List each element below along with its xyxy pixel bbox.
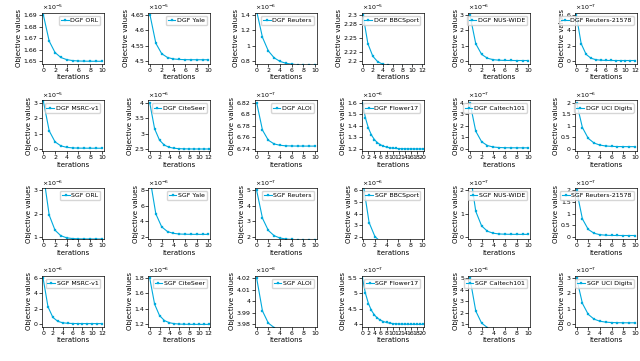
X-axis label: Iterations: Iterations [376,249,409,256]
Y-axis label: Objective values: Objective values [229,272,236,330]
Text: $\times10^{-7}$: $\times10^{-7}$ [575,266,596,275]
Text: $\times10^{-6}$: $\times10^{-6}$ [362,91,383,100]
X-axis label: Iterations: Iterations [269,249,303,256]
X-axis label: Iterations: Iterations [483,162,516,168]
Text: $\times10^{-6}$: $\times10^{-6}$ [362,178,383,187]
X-axis label: Iterations: Iterations [589,74,623,80]
Y-axis label: Objective values: Objective values [554,184,559,243]
X-axis label: Iterations: Iterations [269,74,303,80]
X-axis label: Iterations: Iterations [163,74,196,80]
Y-axis label: Objective values: Objective values [340,272,346,330]
Legend: DGF ALOI: DGF ALOI [271,104,314,113]
X-axis label: Iterations: Iterations [56,74,89,80]
Legend: DGF MSRC-v1: DGF MSRC-v1 [45,104,100,113]
Legend: SGF MSRC-v1: SGF MSRC-v1 [45,279,100,288]
Text: $\times10^{-7}$: $\times10^{-7}$ [468,91,490,100]
Text: $\times10^{-8}$: $\times10^{-8}$ [255,266,276,275]
Text: $\times10^{-6}$: $\times10^{-6}$ [42,266,63,275]
Y-axis label: Objective values: Objective values [239,184,245,243]
Text: $\times10^{-7}$: $\times10^{-7}$ [255,178,276,187]
X-axis label: Iterations: Iterations [163,249,196,256]
X-axis label: Iterations: Iterations [483,74,516,80]
X-axis label: Iterations: Iterations [483,249,516,256]
Text: $\times10^{-7}$: $\times10^{-7}$ [255,91,276,100]
Legend: SGF ORL: SGF ORL [60,191,100,200]
Text: $\times10^{-7}$: $\times10^{-7}$ [468,178,490,187]
Legend: DGF Caltech101: DGF Caltech101 [463,104,527,113]
Y-axis label: Objective values: Objective values [132,184,139,243]
Y-axis label: Objective values: Objective values [26,97,32,155]
Legend: DGF ORL: DGF ORL [60,16,100,25]
Text: $\times10^{-6}$: $\times10^{-6}$ [575,91,596,100]
Legend: DGF CiteSeer: DGF CiteSeer [152,104,207,113]
X-axis label: Iterations: Iterations [376,162,409,168]
Legend: SGF UCI Digits: SGF UCI Digits [575,279,634,288]
Text: $\times10^{-5}$: $\times10^{-5}$ [148,3,170,12]
Legend: SGF NUS-WIDE: SGF NUS-WIDE [468,191,527,200]
X-axis label: Iterations: Iterations [376,74,409,80]
Y-axis label: Objective values: Objective values [234,9,239,67]
Y-axis label: Objective values: Objective values [336,9,342,67]
Y-axis label: Objective values: Objective values [127,272,133,330]
X-axis label: Iterations: Iterations [163,162,196,168]
Legend: SGF Reuters: SGF Reuters [262,191,314,200]
Y-axis label: Objective values: Objective values [452,97,459,155]
Y-axis label: Objective values: Objective values [452,272,459,330]
Text: $\times10^{-6}$: $\times10^{-6}$ [148,266,170,275]
Legend: SGF CiteSeer: SGF CiteSeer [153,279,207,288]
Legend: SGF BBCSport: SGF BBCSport [364,191,420,200]
Text: $\times10^{-7}$: $\times10^{-7}$ [575,178,596,187]
X-axis label: Iterations: Iterations [269,162,303,168]
Text: $\times10^{-5}$: $\times10^{-5}$ [362,3,383,12]
Legend: SGF Yale: SGF Yale [167,191,207,200]
X-axis label: Iterations: Iterations [483,337,516,343]
X-axis label: Iterations: Iterations [56,162,89,168]
Legend: DGF UCI Digits: DGF UCI Digits [574,104,634,113]
Text: $\times10^{-6}$: $\times10^{-6}$ [468,3,490,12]
X-axis label: Iterations: Iterations [56,249,89,256]
Text: $\times10^{-5}$: $\times10^{-5}$ [42,3,63,12]
Y-axis label: Objective values: Objective values [559,9,565,67]
Text: $\times10^{-6}$: $\times10^{-6}$ [148,91,170,100]
Y-axis label: Objective values: Objective values [26,272,32,330]
Text: $\times10^{-7}$: $\times10^{-7}$ [575,3,596,12]
Legend: DGF BBCSport: DGF BBCSport [362,16,420,25]
Legend: SGF Reuters-21578: SGF Reuters-21578 [560,191,634,200]
X-axis label: Iterations: Iterations [56,337,89,343]
Y-axis label: Objective values: Objective values [123,9,129,67]
Y-axis label: Objective values: Objective values [26,184,32,243]
X-axis label: Iterations: Iterations [589,249,623,256]
X-axis label: Iterations: Iterations [589,337,623,343]
Legend: SGF Flower17: SGF Flower17 [364,279,420,288]
Legend: DGF Yale: DGF Yale [166,16,207,25]
Y-axis label: Objective values: Objective values [340,97,346,155]
Text: $\times10^{-6}$: $\times10^{-6}$ [255,3,276,12]
Legend: SGF Caltech101: SGF Caltech101 [464,279,527,288]
Y-axis label: Objective values: Objective values [346,184,352,243]
Y-axis label: Objective values: Objective values [16,9,22,67]
Y-axis label: Objective values: Objective values [230,97,236,155]
Y-axis label: Objective values: Objective values [452,9,459,67]
Text: $\times10^{-7}$: $\times10^{-7}$ [362,266,383,275]
Legend: DGF Reuters: DGF Reuters [261,16,314,25]
Legend: DGF NUS-WIDE: DGF NUS-WIDE [467,16,527,25]
Legend: DGF Flower17: DGF Flower17 [363,104,420,113]
X-axis label: Iterations: Iterations [589,162,623,168]
Y-axis label: Objective values: Objective values [554,97,559,155]
Text: $\times10^{-6}$: $\times10^{-6}$ [148,178,170,187]
X-axis label: Iterations: Iterations [376,337,409,343]
Text: $\times10^{-6}$: $\times10^{-6}$ [468,266,490,275]
X-axis label: Iterations: Iterations [269,337,303,343]
Y-axis label: Objective values: Objective values [127,97,133,155]
Legend: DGF Reuters-21578: DGF Reuters-21578 [559,16,634,25]
Y-axis label: Objective values: Objective values [452,184,459,243]
Text: $\times10^{-5}$: $\times10^{-5}$ [42,91,63,100]
Legend: SGF ALOI: SGF ALOI [272,279,314,288]
Text: $\times10^{-6}$: $\times10^{-6}$ [42,178,63,187]
X-axis label: Iterations: Iterations [163,337,196,343]
Y-axis label: Objective values: Objective values [559,272,565,330]
